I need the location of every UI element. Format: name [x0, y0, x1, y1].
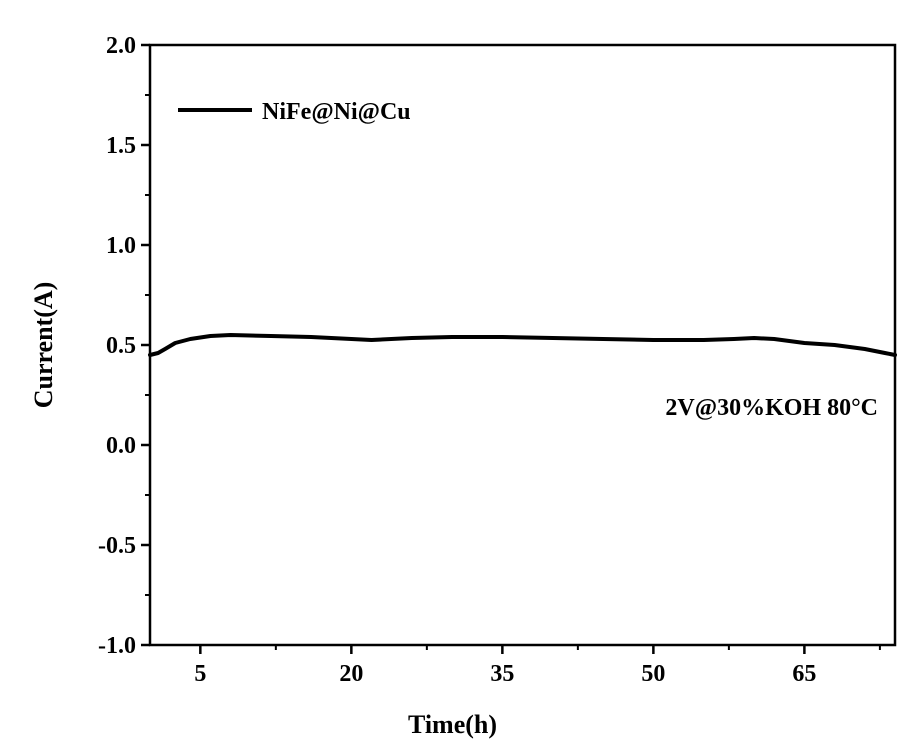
y-tick-label: 0.0 — [106, 433, 136, 459]
x-tick-label: 35 — [490, 661, 514, 687]
y-tick-label: -1.0 — [98, 633, 136, 659]
legend-label: NiFe@Ni@Cu — [262, 99, 411, 125]
y-tick-label: 2.0 — [106, 33, 136, 59]
x-tick-label: 65 — [792, 661, 816, 687]
x-tick-label: 20 — [339, 661, 363, 687]
y-tick-label: 1.5 — [106, 133, 136, 159]
y-tick-label: -0.5 — [98, 533, 136, 559]
x-axis-ticks: 5 20 35 50 65 — [194, 645, 880, 687]
series-line — [150, 335, 895, 355]
legend: NiFe@Ni@Cu — [178, 99, 411, 125]
y-axis-ticks: -1.0 -0.5 0.0 0.5 1.0 1.5 2.0 — [98, 33, 150, 659]
series-layer — [150, 335, 895, 355]
y-axis-title: Current(A) — [29, 282, 58, 409]
x-tick-label: 5 — [194, 661, 206, 687]
y-tick-label: 1.0 — [106, 233, 136, 259]
x-axis-title: Time(h) — [408, 710, 497, 739]
y-tick-label: 0.5 — [106, 333, 136, 359]
condition-annotation: 2V@30%KOH 80°C — [665, 395, 878, 421]
x-tick-label: 50 — [641, 661, 665, 687]
plot-area-frame — [150, 45, 895, 645]
